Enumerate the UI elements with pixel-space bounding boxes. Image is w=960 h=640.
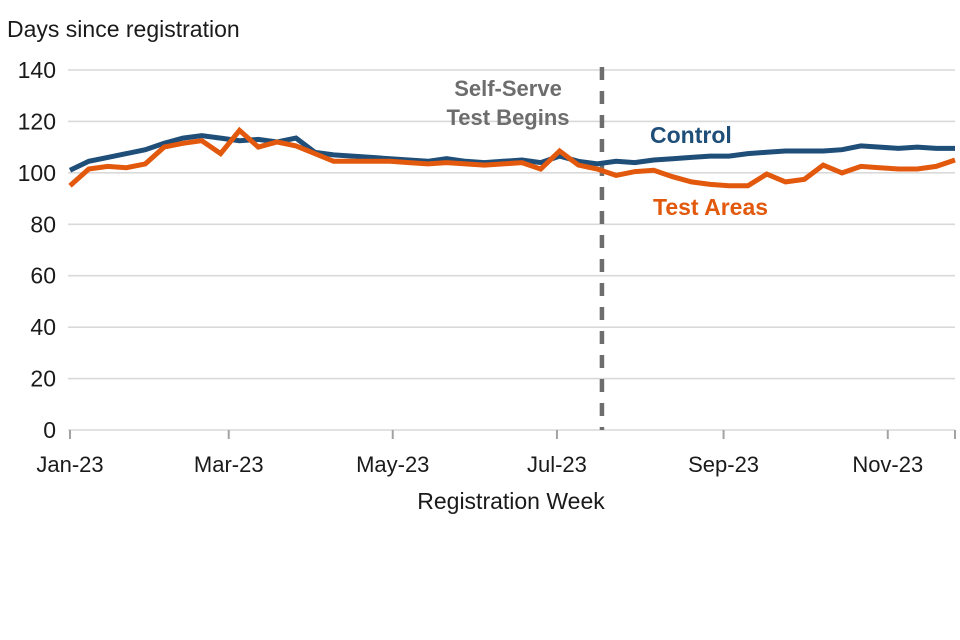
y-tick-label: 80: [30, 211, 56, 237]
y-tick-label: 140: [18, 57, 56, 83]
control-line: [68, 133, 955, 173]
vline-annotation-line2: Test Begins: [446, 105, 570, 130]
vline-annotation: Self-Serve Test Begins: [408, 74, 608, 132]
test-areas-series-label: Test Areas: [653, 194, 769, 220]
y-tick-label: 20: [30, 366, 56, 392]
x-axis-title: Registration Week: [417, 488, 605, 514]
y-tick-label: 60: [30, 263, 56, 289]
chart-title: Days since registration: [7, 16, 240, 42]
y-tick-label: 100: [18, 160, 56, 186]
control-series-label: Control: [650, 122, 732, 148]
x-tick-label: Mar-23: [194, 452, 264, 477]
x-tick-label: Jul-23: [527, 452, 587, 477]
x-tick-label: Sep-23: [688, 452, 759, 477]
x-tick-label: May-23: [356, 452, 429, 477]
chart-canvas: 0 20 40 60 80 100 120 140 Jan-23 Mar-23 May-23 Jul-…: [18, 57, 956, 477]
y-tick-label: 0: [43, 417, 56, 443]
vline-annotation-line1: Self-Serve: [454, 76, 562, 101]
x-tick-label: Jan-23: [36, 452, 103, 477]
y-tick-label: 40: [30, 314, 56, 340]
x-tick-label: Nov-23: [852, 452, 923, 477]
y-tick-label: 120: [18, 108, 56, 134]
test-areas-line: [68, 126, 956, 189]
